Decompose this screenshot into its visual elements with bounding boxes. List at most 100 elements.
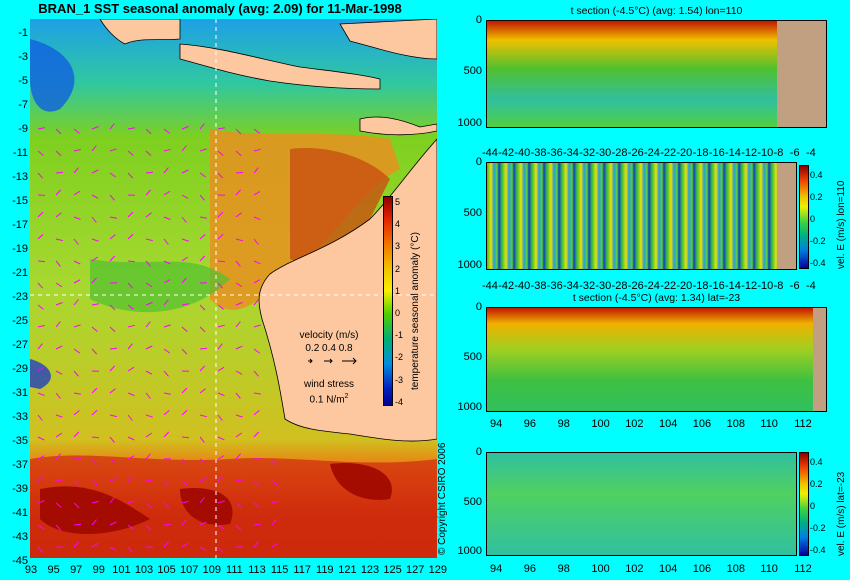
velocity-arrow (217, 475, 223, 482)
x-tick: -10 (757, 147, 774, 159)
velocity-arrow (181, 436, 190, 439)
velocity-arrow (163, 431, 170, 438)
velocity-arrow (253, 128, 260, 134)
velocity-arrow (271, 480, 278, 486)
x-tick: 108 (726, 418, 745, 430)
velocity-arrow (37, 172, 44, 179)
velocity-arrow (37, 304, 44, 310)
panel-colorbar-tick: -0.2 (810, 523, 826, 533)
velocity-arrow (217, 282, 223, 289)
velocity-arrow (109, 216, 117, 219)
x-tick: -10 (757, 280, 774, 292)
velocity-arrow (109, 497, 115, 504)
velocity-arrow (127, 150, 134, 156)
section-panel (486, 20, 827, 128)
panel-colorbar-tick: 0.4 (810, 457, 823, 467)
lon-tick: 127 (406, 564, 425, 576)
map-colorbar-tick: -3 (395, 374, 404, 385)
x-tick: -36 (546, 280, 563, 292)
velocity-arrow (253, 541, 259, 548)
depth-tick: 500 (463, 65, 482, 78)
velocity-arrow (127, 172, 134, 179)
lon-tick: 119 (316, 564, 334, 576)
lon-tick: 101 (112, 564, 131, 576)
map-colorbar-label: temperature seasonal anomaly (°C) (410, 232, 421, 390)
velocity-arrow (253, 238, 259, 245)
velocity-arrow (217, 524, 224, 530)
x-tick: -30 (595, 147, 612, 159)
velocity-arrow (55, 453, 61, 460)
velocity-arrow (253, 523, 261, 526)
velocity-arrow (73, 238, 79, 245)
x-tick: 100 (591, 563, 610, 575)
velocity-arrow (181, 125, 189, 130)
velocity-arrow (109, 172, 117, 178)
velocity-arrow (37, 436, 45, 441)
lon-tick: 93 (24, 564, 38, 576)
wind-stress-value: 0.1 N/m2 (309, 393, 349, 406)
x-tick: -4 (806, 147, 816, 159)
map-colorbar-tick: -4 (395, 396, 404, 407)
section-panel (486, 307, 827, 412)
x-tick: -6 (789, 280, 800, 292)
velocity-arrow (253, 260, 261, 265)
velocity-arrow (55, 392, 61, 399)
velocity-arrow (127, 211, 134, 218)
lat-tick: -9 (18, 123, 28, 135)
velocity-arrow (91, 238, 99, 242)
velocity-arrow (235, 524, 242, 531)
x-tick: -22 (660, 147, 677, 159)
velocity-arrow (163, 392, 171, 395)
x-tick: -16 (708, 147, 725, 159)
x-tick: -34 (563, 147, 579, 159)
velocity-arrow (145, 282, 153, 288)
x-tick: -12 (741, 280, 758, 292)
velocity-arrow (73, 148, 81, 152)
x-tick: -8 (773, 147, 784, 159)
velocity-arrow (37, 414, 43, 421)
lat-tick: -41 (12, 507, 28, 519)
panel-colorbar-tick: -0.4 (810, 258, 826, 268)
velocity-arrow (109, 546, 117, 551)
velocity-arrow (199, 497, 205, 504)
panel-colorbar-tick: 0.2 (810, 192, 823, 202)
x-tick: 102 (625, 563, 644, 575)
velocity-arrow (253, 431, 260, 438)
velocity-arrow (163, 523, 172, 526)
lon-tick: 109 (202, 564, 221, 576)
velocity-arrow (91, 145, 97, 152)
panel-colorbar-tick: -0.4 (810, 545, 826, 555)
x-tick: 94 (490, 563, 503, 575)
map-colorbar-tick: 4 (395, 219, 401, 230)
map-colorbar-tick: 1 (395, 285, 401, 296)
panel-colorbar-tick: 0 (810, 501, 816, 511)
velocity-arrow (55, 345, 63, 350)
velocity-arrow (109, 304, 116, 311)
x-tick: -28 (611, 147, 628, 159)
velocity-arrow (91, 387, 98, 394)
velocity-arrow (271, 458, 277, 465)
x-tick: -40 (514, 147, 531, 159)
velocity-arrow (145, 524, 152, 531)
velocity-arrow (217, 546, 223, 553)
x-tick: 110 (760, 563, 778, 575)
velocity-arrow (127, 455, 135, 460)
velocity-arrow (199, 436, 205, 443)
velocity-arrow (199, 194, 205, 201)
x-tick: -6 (789, 147, 800, 159)
x-tick: 94 (490, 418, 503, 430)
velocity-arrow (127, 475, 133, 482)
x-tick: 98 (557, 563, 570, 575)
velocity-legend-arrows (300, 355, 360, 367)
velocity-arrow (127, 392, 135, 397)
velocity-arrow (109, 388, 116, 394)
velocity-arrow (55, 432, 63, 438)
panel-colorbar-label: vel. E (m/s) lat=-23 (836, 471, 847, 556)
velocity-arrow (55, 189, 62, 196)
velocity-arrow (163, 410, 170, 416)
velocity-arrow (55, 370, 63, 375)
lat-tick: -31 (12, 387, 28, 399)
x-tick: 104 (659, 418, 678, 430)
velocity-arrow (199, 347, 208, 350)
x-tick: 100 (591, 418, 610, 430)
